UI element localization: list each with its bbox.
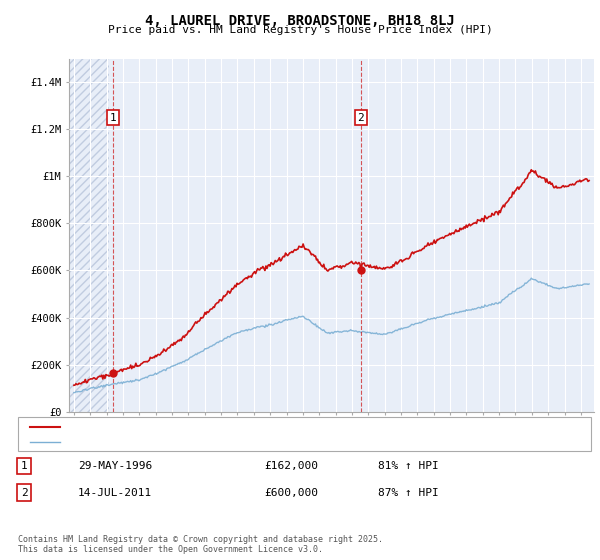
- Bar: [69, 59, 109, 412]
- Text: 81% ↑ HPI: 81% ↑ HPI: [378, 461, 439, 471]
- Text: Price paid vs. HM Land Registry's House Price Index (HPI): Price paid vs. HM Land Registry's House …: [107, 25, 493, 35]
- Text: 2: 2: [358, 113, 364, 123]
- Text: 1: 1: [20, 461, 28, 471]
- Text: £600,000: £600,000: [264, 488, 318, 498]
- Text: Contains HM Land Registry data © Crown copyright and database right 2025.
This d: Contains HM Land Registry data © Crown c…: [18, 535, 383, 554]
- Text: 4, LAUREL DRIVE, BROADSTONE, BH18 8LJ (detached house): 4, LAUREL DRIVE, BROADSTONE, BH18 8LJ (d…: [66, 422, 383, 432]
- Text: 2: 2: [20, 488, 28, 498]
- Text: 29-MAY-1996: 29-MAY-1996: [78, 461, 152, 471]
- Text: HPI: Average price, detached house, Bournemouth Christchurch and Poole: HPI: Average price, detached house, Bour…: [66, 437, 477, 447]
- Text: 1: 1: [110, 113, 116, 123]
- Text: 14-JUL-2011: 14-JUL-2011: [78, 488, 152, 498]
- Text: 4, LAUREL DRIVE, BROADSTONE, BH18 8LJ: 4, LAUREL DRIVE, BROADSTONE, BH18 8LJ: [145, 14, 455, 28]
- Text: 87% ↑ HPI: 87% ↑ HPI: [378, 488, 439, 498]
- Text: £162,000: £162,000: [264, 461, 318, 471]
